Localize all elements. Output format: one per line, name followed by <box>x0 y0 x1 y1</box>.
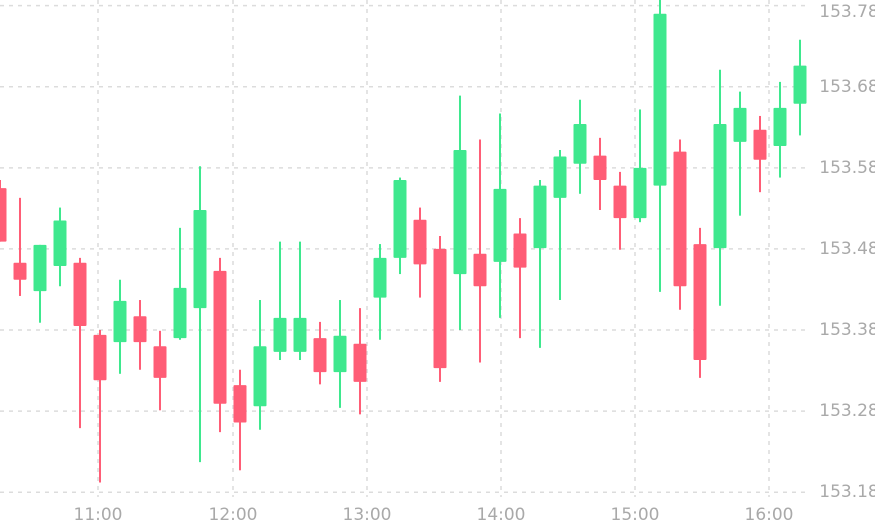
candle-body <box>473 253 487 287</box>
x-tick-label: 15:00 <box>611 505 660 523</box>
candle-body <box>493 188 507 262</box>
candle-body <box>373 257 387 298</box>
candle-body <box>53 220 67 266</box>
candle-body <box>153 346 167 378</box>
candle-body <box>393 180 407 258</box>
candle-body <box>653 13 667 186</box>
x-tick-label: 13:00 <box>343 505 392 523</box>
candle-body <box>313 338 327 373</box>
candle-body <box>633 167 647 219</box>
candle-body <box>693 244 707 361</box>
candle-body <box>673 151 687 287</box>
x-tick-label: 16:00 <box>745 505 794 523</box>
candle-body <box>753 129 767 160</box>
y-tick-label: 153.78 <box>819 2 875 22</box>
candle-body <box>13 262 27 280</box>
y-tick-label: 153.18 <box>819 482 875 502</box>
x-tick-label: 14:00 <box>477 505 526 523</box>
candle-body <box>733 107 747 142</box>
y-tick-label: 153.58 <box>819 158 875 178</box>
candle-body <box>93 334 107 381</box>
candle-body <box>73 262 87 326</box>
x-tick-label: 11:00 <box>74 505 123 523</box>
candle-body <box>0 188 7 242</box>
candle-body <box>133 316 147 343</box>
candle-body <box>513 233 527 268</box>
candle-body <box>793 65 807 104</box>
candle-body <box>173 287 187 339</box>
y-tick-label: 153.28 <box>819 401 875 421</box>
candle-body <box>413 219 427 265</box>
candle-body <box>113 300 127 343</box>
candle-body <box>333 335 347 373</box>
y-tick-label: 153.48 <box>819 239 875 259</box>
candle-body <box>293 317 307 352</box>
candle-body <box>433 248 447 369</box>
y-tick-label: 153.38 <box>819 320 875 340</box>
candle-body <box>273 317 287 352</box>
y-tick-label: 153.68 <box>819 77 875 97</box>
x-tick-label: 12:00 <box>209 505 258 523</box>
candle-body <box>193 210 207 309</box>
candle-body <box>553 156 567 198</box>
candle-body <box>453 150 467 275</box>
candle-body <box>533 185 547 249</box>
candle-body <box>773 107 787 146</box>
candle-body <box>613 185 627 219</box>
candle-body <box>233 385 247 423</box>
candle-body <box>353 343 367 382</box>
candle-body <box>593 155 607 181</box>
candle-body <box>713 124 727 249</box>
candle-body <box>213 270 227 404</box>
candle-body <box>573 124 587 164</box>
candle-body <box>253 346 267 407</box>
candle-body <box>33 244 47 292</box>
